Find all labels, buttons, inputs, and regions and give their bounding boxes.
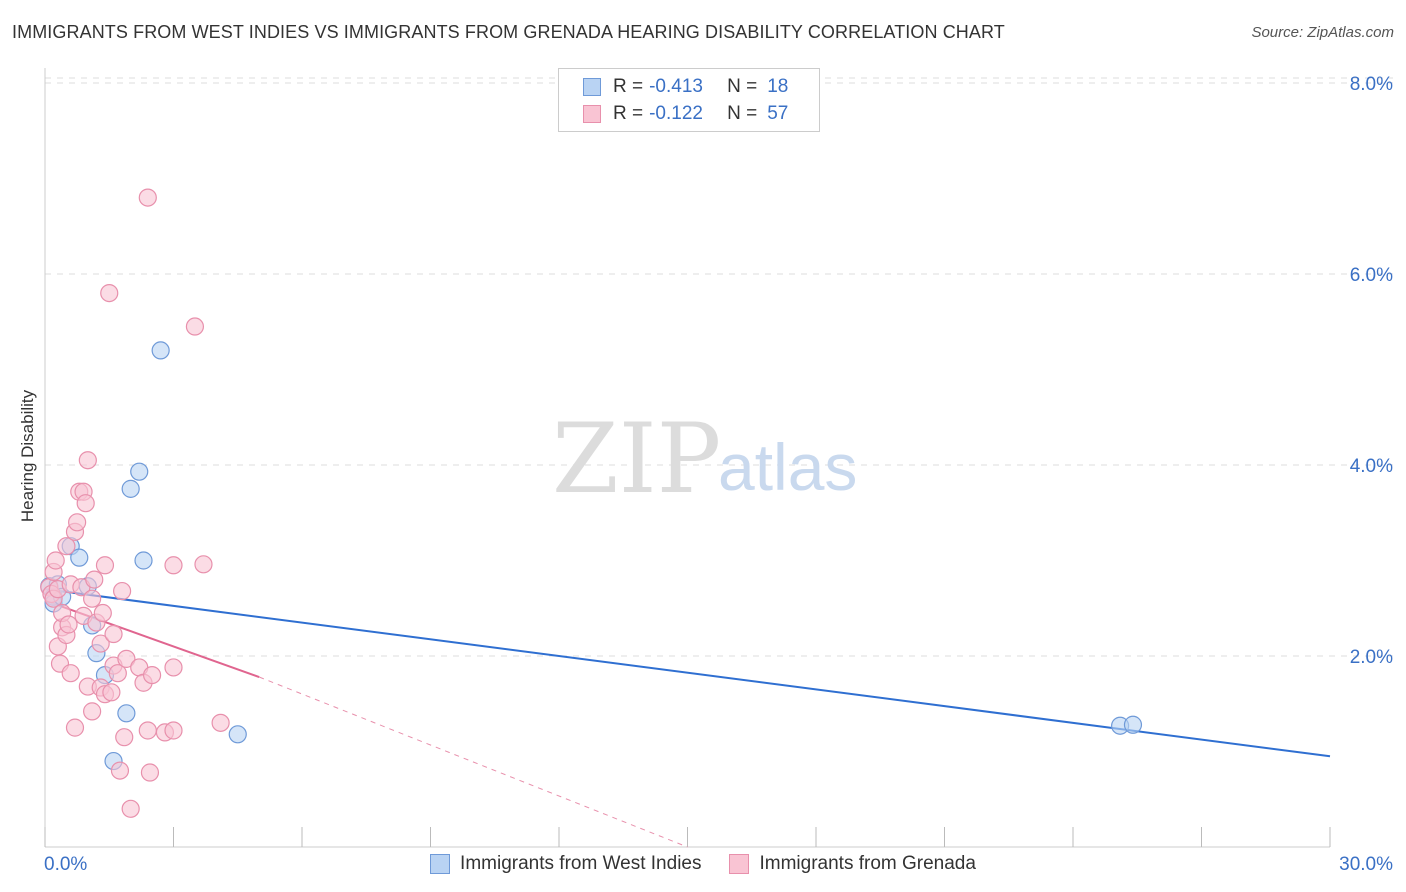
series-legend-label: Immigrants from West Indies bbox=[460, 853, 702, 874]
point-grenada bbox=[138, 188, 157, 207]
point-grenada bbox=[104, 624, 123, 644]
chart-title: IMMIGRANTS FROM WEST INDIES VS IMMIGRANT… bbox=[12, 22, 1005, 42]
legend-n-label: N = bbox=[727, 76, 758, 97]
point-grenada bbox=[61, 664, 80, 683]
point-grenada bbox=[65, 718, 85, 737]
series-legend-item-west-indies: Immigrants from West Indies bbox=[430, 852, 701, 876]
legend-row-west-indies: R = -0.413 N = 18 bbox=[583, 75, 788, 99]
watermark-atlas: atlas bbox=[718, 430, 857, 504]
point-grenada bbox=[59, 615, 78, 634]
point-west-indies bbox=[130, 462, 149, 481]
y-tick-label: 2.0% bbox=[1350, 647, 1393, 668]
legend-swatch-pink bbox=[583, 105, 601, 123]
point-grenada bbox=[95, 556, 115, 575]
point-grenada bbox=[112, 581, 132, 601]
point-grenada bbox=[108, 664, 127, 683]
point-west-indies bbox=[70, 548, 89, 567]
legend-swatch-blue bbox=[583, 78, 601, 96]
point-grenada bbox=[68, 513, 87, 532]
series-legend: Immigrants from West Indies Immigrants f… bbox=[0, 852, 1406, 876]
source-credit: Source: ZipAtlas.com bbox=[1251, 24, 1394, 41]
point-grenada bbox=[138, 721, 157, 740]
point-west-indies bbox=[121, 479, 140, 498]
y-tick-label: 4.0% bbox=[1350, 456, 1393, 477]
series-swatch-blue bbox=[430, 854, 451, 874]
point-grenada bbox=[83, 702, 102, 721]
point-grenada bbox=[211, 713, 230, 732]
point-grenada bbox=[76, 494, 95, 513]
point-grenada bbox=[121, 799, 140, 818]
legend-r-value: -0.122 bbox=[649, 103, 703, 124]
legend-r-label: R = bbox=[613, 76, 644, 97]
point-west-indies bbox=[117, 704, 136, 723]
legend-n-value: 18 bbox=[767, 76, 789, 97]
point-grenada bbox=[78, 451, 97, 470]
point-grenada bbox=[83, 589, 102, 608]
legend-n-label: N = bbox=[727, 103, 758, 124]
watermark-zip: ZIP bbox=[552, 403, 721, 515]
point-grenada bbox=[110, 761, 130, 780]
trend-line-grenada-extension bbox=[258, 676, 688, 848]
point-grenada bbox=[102, 683, 121, 702]
point-west-indies bbox=[151, 341, 170, 360]
point-grenada bbox=[100, 284, 119, 303]
series-legend-label: Immigrants from Grenada bbox=[759, 853, 976, 874]
point-grenada bbox=[142, 665, 162, 685]
tick-labels: 2.0% 4.0% 6.0% 8.0% 0.0% 30.0% bbox=[44, 74, 1393, 875]
y-tick-label: 6.0% bbox=[1350, 265, 1393, 286]
point-grenada bbox=[57, 537, 76, 556]
point-grenada bbox=[91, 634, 110, 653]
point-grenada bbox=[185, 317, 205, 336]
x-tick-label: 0.0% bbox=[44, 854, 87, 875]
point-grenada bbox=[140, 763, 160, 782]
point-grenada bbox=[117, 649, 136, 668]
point-grenada bbox=[46, 551, 65, 570]
legend-r-label: R = bbox=[613, 103, 644, 124]
point-west-indies bbox=[228, 725, 247, 744]
point-west-indies bbox=[134, 551, 153, 570]
point-grenada bbox=[164, 721, 183, 740]
legend-row-grenada: R = -0.122 N = 57 bbox=[583, 102, 788, 126]
point-grenada bbox=[93, 603, 112, 623]
y-tick-label: 8.0% bbox=[1350, 74, 1393, 95]
x-tick-label: 30.0% bbox=[1339, 854, 1393, 875]
point-grenada bbox=[164, 556, 183, 575]
gridlines bbox=[45, 77, 1393, 657]
point-west-indies bbox=[1123, 715, 1143, 734]
point-grenada bbox=[194, 555, 213, 574]
point-grenada bbox=[115, 728, 134, 747]
series-swatch-pink bbox=[729, 854, 750, 874]
series-legend-item-grenada: Immigrants from Grenada bbox=[729, 852, 976, 876]
point-grenada bbox=[85, 570, 104, 589]
legend-r-value: -0.413 bbox=[649, 76, 703, 97]
data-points bbox=[40, 188, 1143, 818]
correlation-legend: R = -0.413 N = 18 R = -0.122 N = 57 bbox=[558, 68, 820, 132]
legend-n-value: 57 bbox=[767, 103, 789, 124]
point-grenada bbox=[164, 658, 183, 677]
